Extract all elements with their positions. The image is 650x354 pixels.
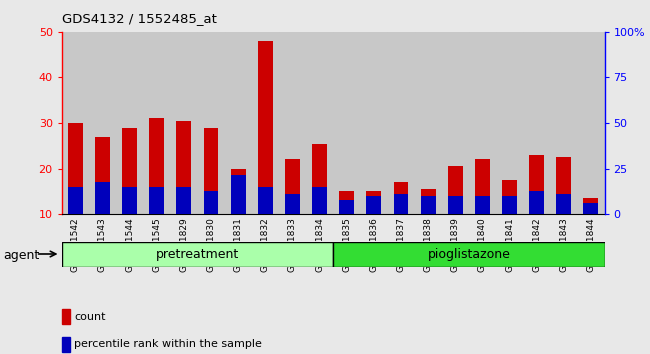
Bar [62,242,333,267]
Bar [502,196,517,214]
Bar [62,337,70,352]
Bar [502,180,517,214]
Text: pretreatment: pretreatment [156,248,239,261]
Bar [225,32,252,214]
Bar [252,32,279,214]
Bar [556,157,571,214]
Bar [333,32,360,214]
Text: count: count [75,312,106,322]
Bar [203,127,218,214]
Bar [279,32,306,214]
Bar [62,309,70,324]
Text: GDS4132 / 1552485_at: GDS4132 / 1552485_at [62,12,216,25]
Bar [203,192,218,214]
Bar [367,196,382,214]
Bar [285,159,300,214]
Bar [529,192,544,214]
Bar [367,192,382,214]
Bar [421,189,436,214]
Bar [421,196,436,214]
Bar [176,121,191,214]
Bar [556,194,571,214]
Bar [496,32,523,214]
Bar [62,32,89,214]
Bar [198,32,225,214]
Bar [122,187,137,214]
Bar [150,187,164,214]
Bar [584,198,599,214]
Bar [550,32,577,214]
Bar [143,32,170,214]
Bar [393,194,408,214]
Bar [68,123,83,214]
Bar [89,32,116,214]
Bar [122,127,137,214]
Bar [258,187,273,214]
Bar [258,41,273,214]
Bar [285,194,300,214]
Bar [312,187,327,214]
Bar [339,200,354,214]
Text: pioglistazone: pioglistazone [428,248,510,261]
Bar [475,159,490,214]
Bar [150,119,164,214]
Bar [469,32,496,214]
Bar [312,143,327,214]
Bar [176,187,191,214]
Bar [523,32,551,214]
Bar [577,32,605,214]
Bar [68,187,83,214]
Text: percentile rank within the sample: percentile rank within the sample [75,339,263,349]
Bar [448,196,463,214]
Bar [475,196,490,214]
Bar [360,32,387,214]
Bar [231,176,246,214]
Bar [95,137,110,214]
Text: agent: agent [3,249,40,262]
Bar [333,242,604,267]
Bar [95,182,110,214]
Bar [442,32,469,214]
Bar [231,169,246,214]
Bar [116,32,143,214]
Bar [529,155,544,214]
Bar [387,32,415,214]
Bar [339,192,354,214]
Bar [306,32,333,214]
Bar [584,203,599,214]
Bar [415,32,442,214]
Bar [393,182,408,214]
Bar [170,32,198,214]
Bar [448,166,463,214]
